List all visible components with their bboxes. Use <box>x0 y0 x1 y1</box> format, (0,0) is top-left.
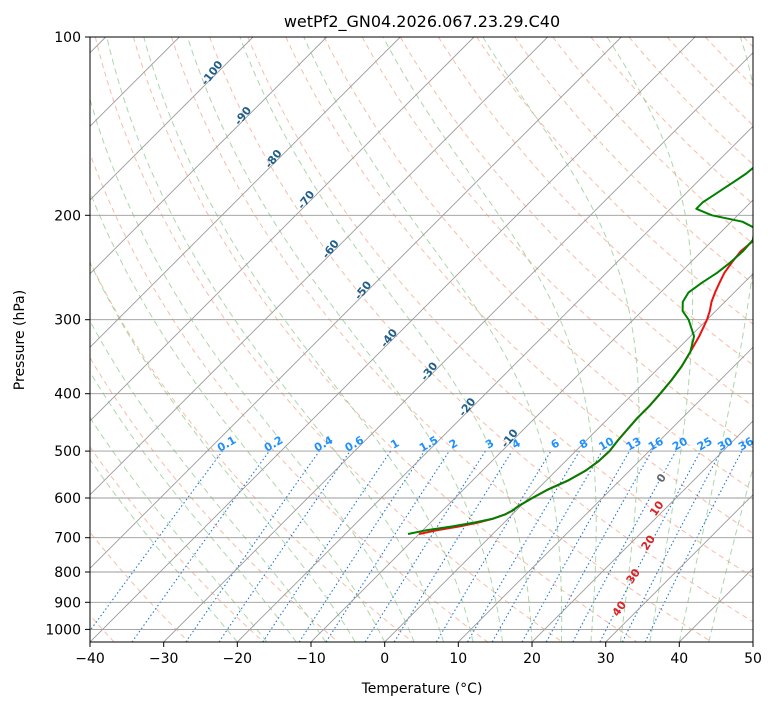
isotherm <box>605 494 753 642</box>
y-tick-label: 100 <box>54 30 81 46</box>
isotherm <box>457 346 753 642</box>
y-tick-label: 300 <box>54 313 81 329</box>
moist-adiabat <box>90 458 238 642</box>
x-tick-label: 40 <box>670 651 688 667</box>
moist-adiabat <box>708 465 753 642</box>
y-tick-label: 1000 <box>45 622 81 638</box>
isotherm <box>384 273 753 642</box>
mixing-ratio-line <box>325 450 450 642</box>
y-tick-label: 900 <box>54 595 81 611</box>
dry-adiabat <box>171 37 712 642</box>
y-tick-label: 200 <box>54 208 81 224</box>
moist-adiabat <box>90 370 297 642</box>
moist-adiabat <box>90 190 386 642</box>
y-tick-label: 700 <box>54 531 81 547</box>
isotherm <box>90 37 328 275</box>
x-tick-label: −10 <box>296 651 326 667</box>
isotherm <box>310 199 753 642</box>
chart-title: wetPf2_GN04.2026.067.23.29.C40 <box>284 12 560 32</box>
dry-adiabat <box>247 37 753 578</box>
dry-adiabat <box>94 37 563 642</box>
x-axis: −40 −30 −20 −10 0 10 20 30 40 50 <box>75 642 762 667</box>
moist-adiabat <box>90 320 327 642</box>
mixing-ratio-line <box>393 450 513 642</box>
isotherm <box>236 125 753 642</box>
isotherm <box>531 420 753 642</box>
isotherm <box>90 37 696 642</box>
moist-adiabat <box>90 416 268 642</box>
moist-adiabat <box>187 37 503 642</box>
dry-adiabat <box>209 37 753 623</box>
y-tick-label: 800 <box>54 565 81 581</box>
moist-adiabat <box>606 37 694 642</box>
dry-adiabat <box>90 152 488 642</box>
y-tick-label: 600 <box>54 491 81 507</box>
mixing-ratio-line <box>298 450 425 642</box>
profiles <box>407 166 753 535</box>
mixing-ratio-line <box>131 450 270 642</box>
moist-adiabat <box>678 37 753 642</box>
dewpoint-profile <box>407 166 753 535</box>
mixing-ratio-line <box>90 450 223 632</box>
x-axis-label: Temperature (°C) <box>361 681 483 697</box>
mixing-ratio-line <box>521 450 630 642</box>
dry-adiabat <box>399 37 753 407</box>
x-tick-label: −20 <box>223 651 253 667</box>
x-tick-label: 20 <box>523 651 541 667</box>
moist-adiabat <box>106 37 445 642</box>
mixing-ratio-line <box>262 450 392 642</box>
isotherm <box>163 52 753 642</box>
mixing-ratio-line <box>644 450 743 642</box>
moist-adiabat <box>482 37 640 642</box>
isotherm <box>90 37 475 422</box>
moist-adiabat <box>90 261 356 642</box>
x-tick-label: 10 <box>449 651 467 667</box>
mixing-ratio-line <box>218 450 351 642</box>
y-axis-label: Pressure (hPa) <box>12 290 28 390</box>
dry-adiabat <box>90 446 264 642</box>
x-tick-label: 30 <box>597 651 615 667</box>
mixing-ratio-line <box>572 450 677 642</box>
moist-adiabat <box>239 37 533 642</box>
plot-frame <box>89 36 754 643</box>
dry-adiabat <box>437 37 753 366</box>
x-tick-label: 0 <box>380 651 389 667</box>
dry-adiabat <box>323 37 753 491</box>
x-tick-label: −40 <box>75 651 105 667</box>
y-tick-label: 400 <box>54 387 81 403</box>
isotherm <box>90 37 622 569</box>
mixing-ratio-line <box>185 450 320 642</box>
y-axis: 100 200 300 400 500 600 700 800 900 1000 <box>45 30 90 638</box>
isotherm <box>90 37 549 496</box>
isotherm <box>90 37 401 348</box>
mixing-ratio-line <box>545 450 653 642</box>
dry-adiabat <box>361 37 753 449</box>
moist-adiabat <box>143 37 474 642</box>
isotherm <box>90 37 254 201</box>
y-tick-label: 500 <box>54 444 81 460</box>
dry-adiabat <box>132 37 638 642</box>
x-tick-label: 50 <box>744 651 762 667</box>
moist-adiabat <box>382 37 597 642</box>
x-tick-label: −30 <box>149 651 179 667</box>
